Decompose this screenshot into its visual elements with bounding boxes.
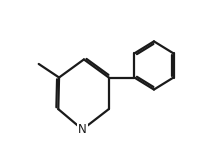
Text: N: N — [78, 123, 87, 136]
